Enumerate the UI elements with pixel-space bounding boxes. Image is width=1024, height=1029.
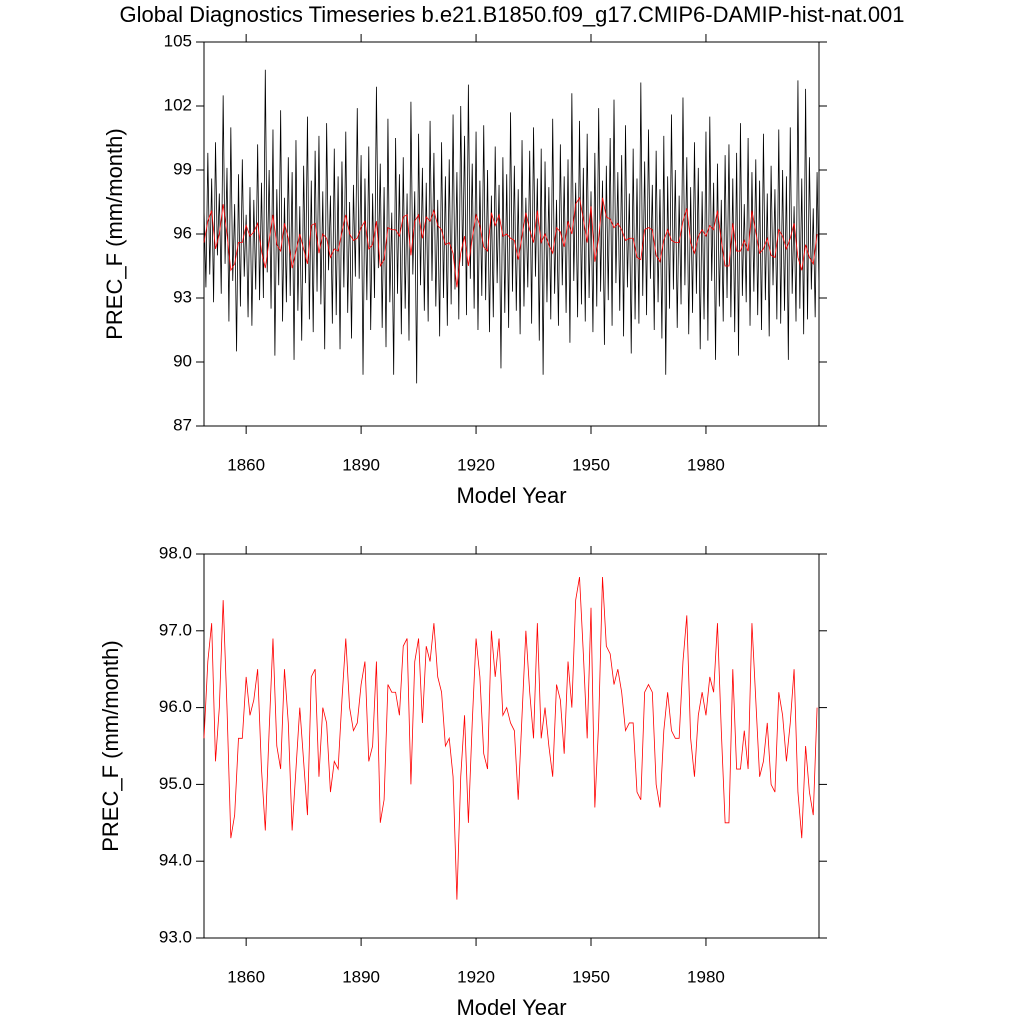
x-axis-title: Model Year: [456, 483, 566, 508]
chart-title: Global Diagnostics Timeseries b.e21.B185…: [119, 2, 904, 27]
y-tick-label: 102: [164, 95, 192, 114]
y-axis-title: PREC_F (mm/month): [102, 128, 127, 339]
y-tick-label: 94.0: [159, 851, 192, 870]
y-tick-label: 98.0: [159, 543, 192, 562]
x-tick-label: 1950: [572, 967, 610, 986]
x-tick-label: 1920: [457, 967, 495, 986]
data-line: [203, 196, 818, 288]
y-tick-label: 87: [173, 415, 192, 434]
x-tick-label: 1860: [227, 455, 265, 474]
x-tick-label: 1860: [227, 967, 265, 986]
plot-frame: [203, 553, 820, 939]
y-tick-label: 96: [173, 223, 192, 242]
data-line: [203, 69, 820, 384]
y-tick-label: 99: [173, 159, 192, 178]
x-tick-label: 1950: [572, 455, 610, 474]
x-tick-label: 1980: [687, 967, 725, 986]
data-line: [203, 576, 818, 900]
y-tick-label: 96.0: [159, 697, 192, 716]
x-tick-label: 1920: [457, 455, 495, 474]
y-tick-label: 93: [173, 287, 192, 306]
y-tick-label: 93.0: [159, 927, 192, 946]
y-tick-label: 95.0: [159, 774, 192, 793]
x-tick-label: 1890: [342, 967, 380, 986]
y-tick-label: 97.0: [159, 620, 192, 639]
x-tick-label: 1980: [687, 455, 725, 474]
x-tick-label: 1890: [342, 455, 380, 474]
x-axis-title: Model Year: [456, 995, 566, 1020]
y-tick-label: 105: [164, 31, 192, 50]
y-axis-title: PREC_F (mm/month): [98, 640, 123, 851]
y-tick-label: 90: [173, 351, 192, 370]
